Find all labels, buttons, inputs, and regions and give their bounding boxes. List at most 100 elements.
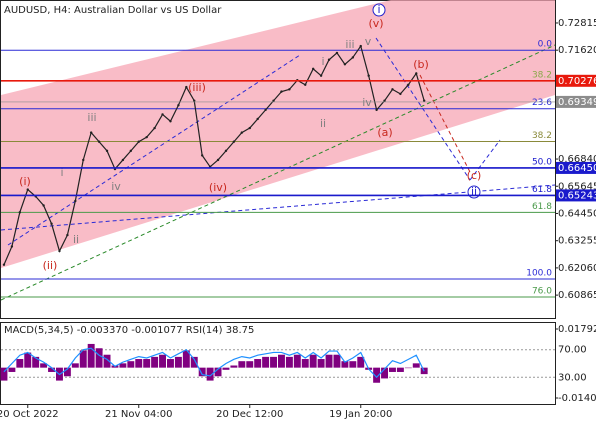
price-point [391, 88, 394, 91]
price-label: 0.65243 [558, 190, 596, 201]
wave-label: iii [345, 38, 354, 51]
dash-line [7, 54, 301, 246]
x-tick-label: 19 Jan 20:00 [329, 409, 392, 420]
price-point [177, 104, 180, 107]
channel [1, 0, 555, 268]
wave-label: ii [471, 185, 477, 198]
price-label: 0.70276 [558, 76, 596, 87]
macd-bar [301, 359, 309, 368]
macd-bar [230, 365, 238, 368]
price-point [383, 99, 386, 102]
macd-bar [16, 359, 24, 368]
price-point [82, 158, 85, 162]
wave-label: i [321, 55, 324, 68]
price-point [66, 233, 69, 237]
macd-bar [238, 361, 246, 368]
wave-circle [372, 3, 386, 17]
level-label: 38.2 [532, 70, 552, 80]
level-label: 50.0 [532, 157, 552, 167]
price-label-box [556, 74, 596, 87]
price-point [256, 117, 259, 121]
price-point [74, 199, 77, 203]
wave-label: i [60, 166, 63, 179]
price-point [97, 140, 101, 143]
macd-bar [24, 352, 32, 368]
y-tick-label: 0.63255 [558, 236, 596, 247]
macd-bar [404, 367, 412, 369]
price-point [304, 83, 307, 87]
price-point [351, 56, 355, 59]
macd-bar [278, 354, 285, 368]
macd-bar [389, 367, 396, 372]
price-point [193, 99, 196, 102]
price-point [399, 92, 402, 96]
wave-label: (ii) [43, 259, 58, 272]
price-label-box [556, 161, 596, 174]
price-point [375, 108, 378, 112]
macd-bar [333, 354, 341, 368]
macd-bar [63, 367, 71, 377]
macd-bar [270, 356, 277, 368]
macd-bar [381, 367, 388, 379]
dash-line [0, 184, 556, 231]
price-point [240, 131, 244, 134]
price-point [264, 108, 267, 112]
macd-bar [206, 367, 214, 381]
wave-label: (b) [413, 58, 429, 71]
price-point [407, 83, 410, 87]
wave-label: ii [73, 233, 79, 246]
price-label: 0.66450 [558, 163, 596, 174]
macd-bar [127, 361, 135, 368]
macd-bar [317, 359, 325, 368]
macd-bar [79, 350, 87, 368]
macd-bar [159, 354, 166, 368]
level-label: 38.2 [532, 131, 552, 141]
macd-bar [254, 359, 262, 368]
macd-bar [71, 363, 79, 368]
price-point [415, 72, 418, 75]
y-tick-label: 0.72815 [558, 18, 596, 29]
level-label: 76.0 [532, 287, 552, 297]
macd-bar [262, 356, 270, 368]
price-point [272, 99, 275, 102]
macd-bar [285, 356, 293, 368]
macd-bar [182, 350, 190, 368]
macd-bar [40, 363, 48, 368]
price-point [280, 90, 283, 93]
price-point [327, 58, 331, 61]
price-point [232, 140, 236, 143]
macd-bar [119, 363, 127, 368]
level-label: 100.0 [526, 269, 552, 279]
price-point [367, 74, 370, 77]
chart-title: AUDUSD, H4: Australian Dollar vs US Doll… [4, 5, 222, 16]
price-label-box [556, 189, 596, 202]
price-point [343, 63, 347, 66]
price-point [169, 120, 172, 123]
macd-bar [293, 354, 301, 368]
macd-bar [32, 356, 40, 368]
price-point [319, 74, 323, 77]
macd-bar [222, 367, 230, 370]
price-point [335, 51, 339, 55]
macd-bar [246, 361, 254, 368]
wave-label: iv [111, 180, 121, 193]
price-point [311, 67, 315, 71]
macd-bar [309, 354, 317, 368]
level-label: 61.8 [532, 185, 552, 195]
price-point [26, 188, 29, 191]
indicator-title: MACD(5,34,5) -0.003370 -0.001077 RSI(14)… [4, 325, 254, 336]
wave-label: v [365, 35, 372, 48]
price-point [18, 211, 22, 214]
price-point [248, 126, 251, 130]
macd-bar [190, 356, 198, 368]
wave-label: ii [320, 117, 326, 130]
wave-label: iii [87, 111, 96, 124]
sub-frame [0, 322, 556, 405]
macd-bar [143, 359, 151, 368]
wave-label: (iii) [188, 81, 206, 94]
price-label: 0.69349 [558, 97, 596, 108]
y-tick-label: 0.64450 [558, 208, 596, 219]
macd-bar [174, 356, 182, 368]
macd-bar [349, 361, 357, 368]
